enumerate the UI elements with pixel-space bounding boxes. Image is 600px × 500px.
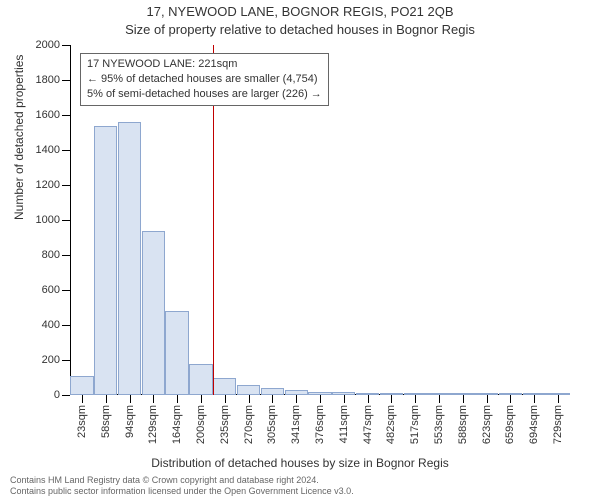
y-tick-label: 600 [42, 284, 60, 296]
histogram-bar [213, 378, 236, 396]
y-tick [62, 220, 70, 221]
x-tick [272, 395, 273, 403]
x-tick-label: 447sqm [362, 405, 374, 444]
x-tick [130, 395, 131, 403]
chart-subtitle: Size of property relative to detached ho… [0, 22, 600, 37]
footer-attribution: Contains HM Land Registry data © Crown c… [10, 475, 590, 498]
y-tick [62, 290, 70, 291]
histogram-bar [237, 385, 260, 396]
x-tick-label: 270sqm [243, 405, 255, 444]
plot-area: 020040060080010001200140016001800200023s… [70, 45, 570, 395]
x-tick-label: 729sqm [552, 405, 564, 444]
x-tick-label: 200sqm [195, 405, 207, 444]
x-tick-label: 588sqm [457, 405, 469, 444]
x-tick-label: 376sqm [314, 405, 326, 444]
x-tick [225, 395, 226, 403]
x-tick-label: 305sqm [266, 405, 278, 444]
annotation-line-3: 5% of semi-detached houses are larger (2… [87, 87, 322, 102]
x-tick-label: 411sqm [338, 405, 350, 443]
y-tick-label: 1000 [36, 214, 60, 226]
x-tick [201, 395, 202, 403]
annotation-box: 17 NYEWOOD LANE: 221sqm← 95% of detached… [80, 53, 329, 106]
x-tick [510, 395, 511, 403]
x-tick [463, 395, 464, 403]
chart-container: 17, NYEWOOD LANE, BOGNOR REGIS, PO21 2QB… [0, 0, 600, 500]
y-tick-label: 1800 [36, 74, 60, 86]
x-tick-label: 58sqm [100, 405, 112, 438]
y-tick-label: 400 [42, 319, 60, 331]
x-tick-label: 23sqm [76, 405, 88, 438]
y-tick [62, 45, 70, 46]
y-tick-label: 1200 [36, 179, 60, 191]
x-tick [415, 395, 416, 403]
histogram-bar [261, 388, 284, 395]
histogram-bar [94, 126, 117, 396]
histogram-bar [189, 364, 212, 396]
x-tick [534, 395, 535, 403]
x-tick [106, 395, 107, 403]
x-tick [320, 395, 321, 403]
footer-line-2: Contains public sector information licen… [10, 486, 590, 498]
x-tick-label: 694sqm [528, 405, 540, 444]
x-tick [439, 395, 440, 403]
x-tick [558, 395, 559, 403]
x-tick-label: 341sqm [290, 405, 302, 444]
y-tick-label: 0 [54, 389, 60, 401]
x-tick [487, 395, 488, 403]
x-tick-label: 164sqm [171, 405, 183, 444]
x-tick [368, 395, 369, 403]
x-tick-label: 517sqm [409, 405, 421, 444]
y-axis-label: Number of detached properties [12, 55, 26, 220]
x-tick-label: 94sqm [124, 405, 136, 438]
histogram-bar [142, 231, 165, 396]
y-tick [62, 185, 70, 186]
x-tick [296, 395, 297, 403]
x-tick-label: 129sqm [147, 405, 159, 444]
annotation-line-2: ← 95% of detached houses are smaller (4,… [87, 72, 322, 87]
y-tick [62, 255, 70, 256]
y-tick-label: 200 [42, 354, 60, 366]
y-tick [62, 115, 70, 116]
x-tick [344, 395, 345, 403]
x-tick [153, 395, 154, 403]
x-tick [391, 395, 392, 403]
chart-title: 17, NYEWOOD LANE, BOGNOR REGIS, PO21 2QB [0, 4, 600, 19]
y-tick [62, 360, 70, 361]
y-tick [62, 395, 70, 396]
x-tick-label: 659sqm [504, 405, 516, 444]
y-tick [62, 150, 70, 151]
x-tick [82, 395, 83, 403]
histogram-bar [118, 122, 141, 395]
histogram-bar [165, 311, 188, 395]
y-tick-label: 800 [42, 249, 60, 261]
x-tick [177, 395, 178, 403]
annotation-line-1: 17 NYEWOOD LANE: 221sqm [87, 57, 322, 72]
x-tick-label: 553sqm [433, 405, 445, 444]
x-axis-label: Distribution of detached houses by size … [0, 456, 600, 470]
y-tick [62, 80, 70, 81]
y-tick-label: 1600 [36, 109, 60, 121]
y-tick-label: 1400 [36, 144, 60, 156]
x-tick-label: 623sqm [481, 405, 493, 444]
footer-line-1: Contains HM Land Registry data © Crown c… [10, 475, 590, 487]
x-tick-label: 235sqm [219, 405, 231, 444]
y-tick-label: 2000 [36, 39, 60, 51]
x-tick [249, 395, 250, 403]
x-tick-label: 482sqm [385, 405, 397, 444]
y-tick [62, 325, 70, 326]
histogram-bar [70, 376, 93, 395]
